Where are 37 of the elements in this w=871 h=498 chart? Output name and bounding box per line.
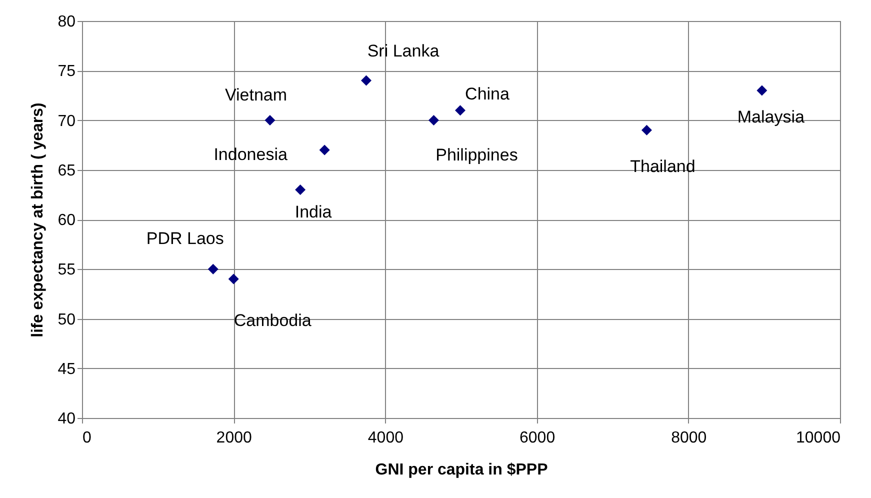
point xyxy=(228,274,239,284)
annotation: India xyxy=(294,202,332,222)
annotation: PDR Laos xyxy=(146,229,224,248)
x-tick-label: 4000 xyxy=(368,430,404,446)
point xyxy=(641,124,652,136)
x-tick-label: 6000 xyxy=(520,430,556,446)
annotation: Malaysia xyxy=(737,107,806,126)
x-tick-label: 8000 xyxy=(671,430,707,446)
y-tick-label: 80 xyxy=(58,14,76,30)
y-axis-title: life expectancy at birth ( years) xyxy=(30,102,47,338)
x-tick-label: 0 xyxy=(82,430,92,446)
y-tick-label: 60 xyxy=(58,212,76,229)
point xyxy=(428,115,439,126)
y-tick-label: 55 xyxy=(58,262,76,279)
y-tick-label: 65 xyxy=(58,162,76,180)
y-tick-label: 70 xyxy=(58,112,76,130)
annotation: Vietnam xyxy=(224,85,288,104)
annotation: Thailand xyxy=(630,157,696,176)
annotation: Indonesia xyxy=(214,145,288,164)
y-tick-label: 75 xyxy=(58,63,76,80)
point xyxy=(295,184,306,195)
annotation: Cambodia xyxy=(234,311,312,330)
x-axis-title: GNI per capita in $PPP xyxy=(375,462,548,478)
point xyxy=(319,144,330,156)
y-tick-label: 40 xyxy=(58,410,76,428)
annotation: China xyxy=(465,84,510,104)
point xyxy=(361,75,372,86)
y-tick-label: 45 xyxy=(58,360,76,378)
point xyxy=(208,264,218,274)
x-tick-label: 2000 xyxy=(216,430,252,446)
annotation: Sri Lanka xyxy=(367,42,440,61)
annotation: Philippines xyxy=(436,145,518,164)
point xyxy=(455,105,466,116)
point xyxy=(264,115,276,126)
point xyxy=(756,85,768,96)
x-tick-label: 10000 xyxy=(796,430,841,446)
y-tick-label: 50 xyxy=(58,311,76,328)
